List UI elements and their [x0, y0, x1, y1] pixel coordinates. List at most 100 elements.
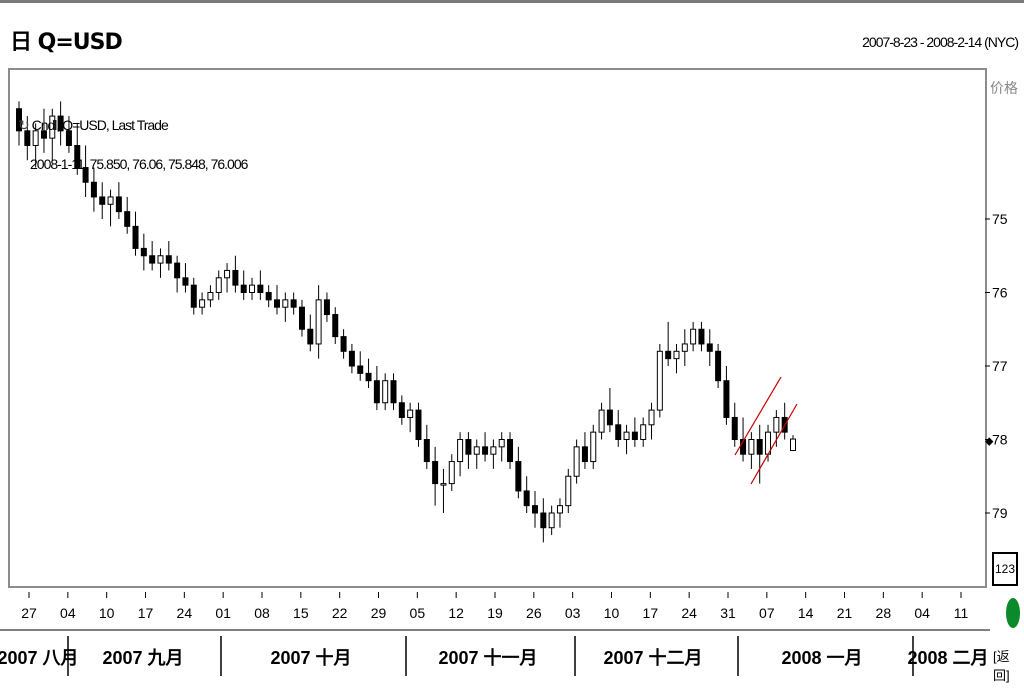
candle [274, 285, 280, 315]
candle-body [340, 336, 347, 352]
candle [174, 255, 181, 293]
x-tick-label: 22 [332, 605, 348, 621]
candle [606, 388, 613, 433]
candle-body [523, 490, 530, 507]
candle-body [390, 380, 397, 404]
candle-body [82, 167, 89, 183]
return-button[interactable]: [返回] [993, 649, 1010, 683]
candle-body [207, 292, 214, 301]
trend-channel-upper[interactable] [734, 376, 782, 456]
month-label: 2007 十月 [270, 647, 351, 668]
candle [415, 402, 422, 447]
candle-body [74, 145, 81, 169]
candle [82, 145, 89, 197]
candle [298, 299, 305, 337]
candle [99, 182, 106, 219]
candle-body [182, 277, 189, 286]
candle [40, 108, 47, 153]
candle-body [65, 130, 72, 147]
candle-body [448, 461, 455, 485]
candle-body [548, 512, 555, 529]
month-label: 2007 九月 [102, 648, 183, 668]
x-tick-label: 21 [837, 605, 853, 621]
candle-body [332, 314, 339, 338]
candle [57, 101, 64, 146]
month-label: 2008 二月 [907, 648, 988, 668]
candle-body [623, 431, 630, 440]
candle-body [290, 299, 297, 308]
candle [199, 292, 206, 315]
candle [665, 321, 672, 366]
candle-body [731, 416, 738, 441]
candle [265, 285, 272, 308]
candle-body [532, 505, 538, 514]
x-tick-label: 04 [914, 605, 930, 621]
candle [573, 439, 580, 484]
plot-area [8, 68, 987, 588]
candle [332, 307, 339, 344]
legend-series: ↻ Cndl, Q=USD, Last Trade [18, 117, 169, 134]
candle-body [790, 438, 796, 452]
month-label: 2008 一月 [781, 648, 862, 668]
trend-channel-lower[interactable] [750, 403, 798, 485]
candle-body [257, 284, 264, 293]
legend-values: 2008-1-11, 75.850, 76.06, 75.848, 76.006 [30, 156, 248, 172]
candle-body [274, 299, 280, 308]
candle [548, 505, 555, 536]
candle [340, 329, 347, 359]
x-tick-label: 07 [759, 605, 775, 621]
candle [74, 123, 81, 175]
date-range: 2007-8-23 - 2008-2-14 (NYC) [862, 34, 1019, 50]
candle-body [174, 262, 181, 279]
candle-body [40, 130, 47, 139]
candle-body [590, 431, 597, 463]
candle-body [157, 255, 164, 264]
candle [473, 439, 480, 469]
candle [190, 277, 197, 315]
candle [140, 233, 147, 271]
candle [565, 468, 572, 513]
candle-body [357, 365, 364, 374]
candle [723, 366, 730, 425]
candle-body [681, 343, 688, 352]
candle-body [282, 299, 289, 308]
x-tick-label: 12 [448, 605, 464, 621]
candle-body [149, 255, 156, 264]
candle [656, 343, 663, 418]
x-tick-label: 17 [138, 605, 154, 621]
candle [182, 263, 189, 293]
candle [640, 417, 647, 447]
candle [698, 321, 705, 352]
candle [681, 329, 688, 366]
candle-body [723, 380, 730, 418]
candle-body [457, 439, 464, 463]
scale-button[interactable]: 123 [992, 552, 1018, 586]
candle-body [57, 115, 64, 132]
candle [290, 292, 297, 315]
candle-body [648, 409, 655, 426]
candle-body [407, 409, 414, 418]
candle-body [498, 439, 505, 448]
candle-body [556, 505, 563, 514]
candle [523, 476, 530, 513]
candle [240, 270, 247, 300]
candle-body [307, 328, 314, 345]
candle-body [665, 350, 672, 360]
month-label: 2007 十二月 [603, 647, 702, 668]
candle [540, 498, 547, 543]
candle [65, 116, 72, 153]
x-tick-label: 31 [720, 605, 736, 621]
candle-body [190, 284, 197, 308]
x-tick-label: 04 [60, 605, 76, 621]
x-tick-label: 24 [681, 605, 697, 621]
x-tick-label: 26 [526, 605, 542, 621]
candle [440, 468, 447, 513]
candle-body [90, 181, 97, 198]
x-tick-label: 11 [954, 605, 969, 621]
candle-body [615, 424, 622, 440]
candle-body [740, 439, 747, 455]
candle-body [473, 446, 480, 455]
candle [532, 490, 538, 528]
candle-body [315, 299, 322, 345]
